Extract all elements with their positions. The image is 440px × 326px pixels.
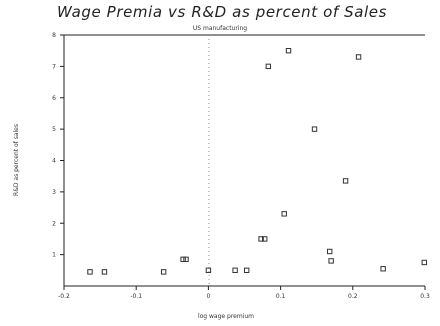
- y-tick-label: 4: [52, 158, 56, 165]
- y-tick-label: 1: [52, 252, 56, 259]
- chart-subtitle: US manufacturing: [193, 25, 247, 32]
- scatter-point: [265, 63, 272, 70]
- plot-area: [63, 34, 425, 287]
- scatter-point: [87, 269, 93, 275]
- y-tick-label: 8: [52, 32, 56, 39]
- scatter-point: [180, 256, 186, 263]
- chart-title: Wage Premia vs R&D as percent of Sales: [57, 3, 387, 21]
- x-tick-label: 0.1: [276, 293, 286, 300]
- scatter-point: [281, 211, 287, 217]
- x-tick-label: 0: [206, 293, 210, 300]
- scatter-point: [342, 178, 349, 184]
- y-axis-title: R&D as percent of sales: [13, 124, 20, 196]
- y-tick-label: 2: [52, 220, 56, 227]
- x-axis-title: log wage premium: [198, 313, 254, 320]
- scatter-point: [355, 54, 362, 60]
- scatter-point: [183, 256, 189, 263]
- x-tick-label: 0.3: [420, 293, 430, 300]
- scatter-point: [160, 269, 167, 275]
- scatter-point: [205, 267, 212, 274]
- scatter-point: [326, 248, 333, 255]
- x-tick-label: -0.1: [130, 293, 142, 300]
- scatter-point: [101, 269, 108, 275]
- axis-ticks: -0.2 -0.1 0 0.1 0.2 0.3 1 2 3 4 5 6 7 8: [52, 32, 430, 300]
- scatter-point: [311, 126, 318, 132]
- x-tick-label: 0.2: [348, 293, 358, 300]
- scatter-point: [232, 267, 238, 274]
- y-tick-label: 5: [52, 126, 56, 133]
- x-tick-label: -0.2: [58, 293, 70, 300]
- scatter-point: [380, 266, 386, 272]
- scatter-point: [285, 47, 292, 54]
- scatter-point: [421, 259, 427, 266]
- y-tick-label: 3: [52, 189, 56, 196]
- scatter-point: [328, 258, 334, 264]
- y-tick-label: 6: [52, 95, 56, 102]
- scatter-point: [258, 236, 264, 242]
- data-points: [87, 47, 427, 275]
- y-tick-label: 7: [52, 63, 56, 70]
- scatter-point: [243, 267, 250, 274]
- scatter-point: [262, 236, 268, 242]
